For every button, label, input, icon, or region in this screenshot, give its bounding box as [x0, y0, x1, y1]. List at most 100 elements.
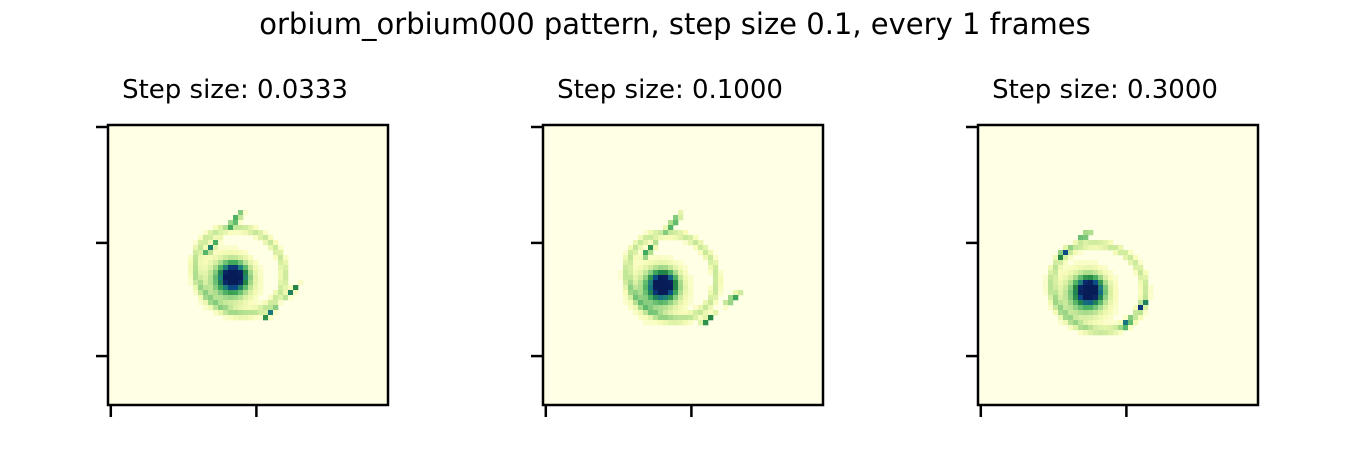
heatmap-cell: [1078, 285, 1084, 291]
heatmap-cell: [708, 315, 714, 321]
heatmap-cell: [273, 290, 279, 296]
heatmap-cell: [698, 240, 704, 246]
heatmap-cell: [1068, 275, 1074, 281]
heatmap-cell: [688, 285, 694, 291]
heatmap-cell: [263, 315, 269, 321]
heatmap-cell: [1133, 315, 1139, 321]
heatmap-cell: [248, 285, 254, 291]
heatmap-cell: [1068, 305, 1074, 311]
heatmap-cell: [213, 285, 219, 291]
heatmap-cell: [653, 270, 659, 276]
heatmap-cell: [233, 305, 239, 311]
heatmap-cell: [1053, 270, 1059, 276]
heatmap-cell: [643, 300, 649, 306]
heatmap-cell: [1068, 285, 1074, 291]
heatmap-cell: [683, 300, 689, 306]
heatmap-cell: [218, 235, 224, 241]
heatmap-cell: [283, 270, 289, 276]
heatmap-cell: [198, 300, 204, 306]
heatmap-cell: [623, 275, 629, 281]
heatmap-cell: [683, 270, 689, 276]
heatmap-cell: [1088, 270, 1094, 276]
heatmap-cell: [223, 315, 229, 321]
heatmap-cell: [1068, 270, 1074, 276]
heatmap-cell: [658, 260, 664, 266]
heatmap-cell: [633, 250, 639, 256]
heatmap-cell: [653, 255, 659, 261]
heatmap-cell: [623, 295, 629, 301]
heatmap-cell: [688, 235, 694, 241]
heatmap-cell: [648, 270, 654, 276]
heatmap-cell: [663, 230, 669, 236]
heatmap-cell: [238, 265, 244, 271]
heatmap-cell: [238, 310, 244, 316]
heatmap-cell: [698, 320, 704, 326]
heatmap-cell: [258, 230, 264, 236]
heatmap-cell: [1053, 275, 1059, 281]
heatmap-cell: [248, 280, 254, 286]
heatmap-cell: [1138, 315, 1144, 321]
heatmap-cell: [643, 280, 649, 286]
panel-title: Step size: 0.1000: [557, 75, 783, 105]
heatmap-cell: [1058, 265, 1064, 271]
heatmap-cell: [1113, 330, 1119, 336]
heatmap-cell: [213, 300, 219, 306]
heatmap-cell: [1058, 290, 1064, 296]
heatmap-plot: [96, 123, 390, 417]
heatmap-cell: [693, 310, 699, 316]
heatmap-cell: [658, 280, 664, 286]
heatmap-cell: [1078, 265, 1084, 271]
heatmap-cell: [1088, 285, 1094, 291]
heatmap-cell: [1073, 250, 1079, 256]
heatmap-cell: [1108, 325, 1114, 331]
heatmap-cell: [643, 270, 649, 276]
heatmap-cell: [1103, 265, 1109, 271]
heatmap-cell: [663, 315, 669, 321]
heatmap-cell: [643, 230, 649, 236]
heatmap-cell: [678, 210, 684, 216]
heatmap-cell: [243, 270, 249, 276]
heatmap-cell: [283, 295, 289, 301]
heatmap-cell: [1083, 305, 1089, 311]
heatmap-cell: [638, 255, 644, 261]
heatmap-cell: [1068, 295, 1074, 301]
figure-title: orbium_orbium000 pattern, step size 0.1,…: [259, 7, 1091, 41]
heatmap-cell: [633, 290, 639, 296]
heatmap-cell: [1083, 300, 1089, 306]
heatmap-cell: [228, 230, 234, 236]
heatmap-cell: [698, 245, 704, 251]
heatmap-cell: [213, 235, 219, 241]
heatmap-cell: [718, 275, 724, 281]
heatmap-cell: [643, 320, 649, 326]
heatmap-cell: [1098, 285, 1104, 291]
heatmap-cell: [218, 240, 224, 246]
heatmap-cell: [1093, 245, 1099, 251]
heatmap-cell: [1093, 285, 1099, 291]
heatmap-cell: [228, 295, 234, 301]
heatmap-cell: [673, 305, 679, 311]
heatmap-cell: [1068, 255, 1074, 261]
heatmap-cell: [1133, 320, 1139, 326]
heatmap-cell: [1063, 250, 1069, 256]
heatmap-cell: [708, 290, 714, 296]
heatmap-cell: [1143, 280, 1149, 286]
heatmap-cell: [648, 235, 654, 241]
heatmap-cell: [668, 225, 674, 231]
heatmap-cell: [258, 315, 264, 321]
heatmap-cell: [668, 285, 674, 291]
heatmap-cell: [708, 295, 714, 301]
heatmap-cell: [693, 315, 699, 321]
heatmap-cell: [228, 305, 234, 311]
heatmap-cell: [208, 240, 214, 246]
heatmap-cell: [678, 285, 684, 291]
heatmap-cell: [643, 315, 649, 321]
heatmap-cell: [1088, 290, 1094, 296]
heatmap-cell: [648, 300, 654, 306]
heatmap-cell: [633, 275, 639, 281]
heatmap-cell: [1073, 260, 1079, 266]
heatmap-cell: [253, 310, 259, 316]
heatmap-cell: [623, 280, 629, 286]
heatmap-cell: [1098, 295, 1104, 301]
heatmap-cell: [663, 300, 669, 306]
heatmap-cell: [638, 245, 644, 251]
